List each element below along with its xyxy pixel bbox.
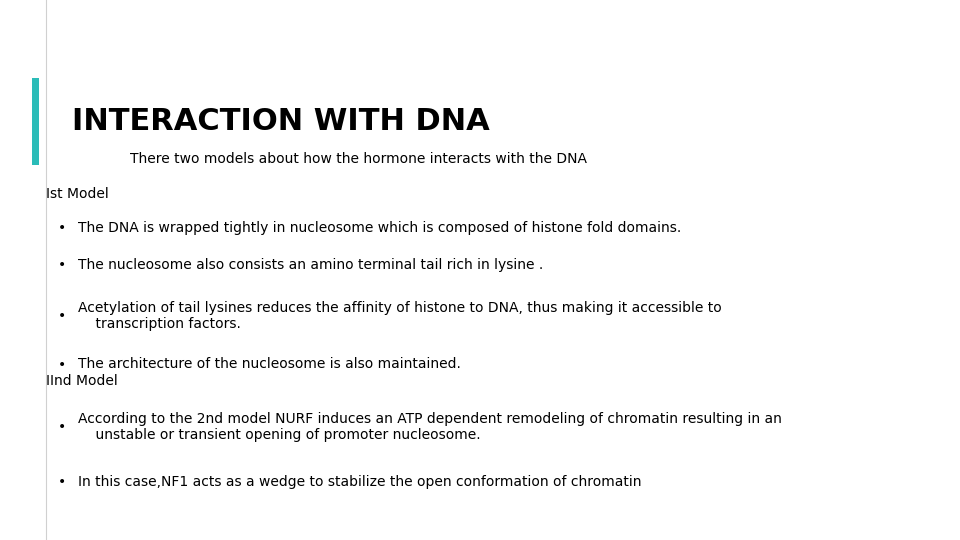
Text: Acetylation of tail lysines reduces the affinity of histone to DNA, thus making : Acetylation of tail lysines reduces the … <box>78 301 722 331</box>
Text: •: • <box>58 309 66 323</box>
Text: The nucleosome also consists an amino terminal tail rich in lysine .: The nucleosome also consists an amino te… <box>78 258 543 272</box>
Text: •: • <box>58 420 66 434</box>
Text: •: • <box>58 258 66 272</box>
Text: In this case,NF1 acts as a wedge to stabilize the open conformation of chromatin: In this case,NF1 acts as a wedge to stab… <box>78 475 641 489</box>
Text: INTERACTION WITH DNA: INTERACTION WITH DNA <box>72 107 490 136</box>
Text: Ist Model: Ist Model <box>46 187 108 201</box>
Text: There two models about how the hormone interacts with the DNA: There two models about how the hormone i… <box>130 152 587 166</box>
Text: The DNA is wrapped tightly in nucleosome which is composed of histone fold domai: The DNA is wrapped tightly in nucleosome… <box>78 221 681 235</box>
Text: According to the 2nd model NURF induces an ATP dependent remodeling of chromatin: According to the 2nd model NURF induces … <box>78 411 781 442</box>
Text: The architecture of the nucleosome is also maintained.: The architecture of the nucleosome is al… <box>78 357 461 372</box>
FancyBboxPatch shape <box>32 78 39 165</box>
Text: •: • <box>58 357 66 372</box>
Text: •: • <box>58 475 66 489</box>
Text: IInd Model: IInd Model <box>46 374 118 388</box>
Text: •: • <box>58 221 66 235</box>
